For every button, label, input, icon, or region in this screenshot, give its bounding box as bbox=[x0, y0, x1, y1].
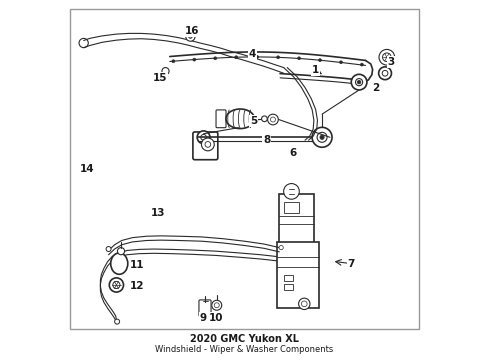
Circle shape bbox=[301, 301, 306, 307]
FancyBboxPatch shape bbox=[284, 202, 299, 213]
Circle shape bbox=[279, 246, 283, 250]
Circle shape bbox=[319, 135, 324, 139]
Circle shape bbox=[201, 138, 214, 151]
Text: Windshield - Wiper & Washer Components: Windshield - Wiper & Washer Components bbox=[155, 345, 333, 354]
Text: 12: 12 bbox=[129, 281, 144, 291]
Circle shape bbox=[298, 298, 309, 310]
Ellipse shape bbox=[110, 253, 127, 274]
Circle shape bbox=[355, 78, 362, 86]
FancyBboxPatch shape bbox=[283, 284, 292, 290]
Circle shape bbox=[211, 300, 221, 310]
FancyBboxPatch shape bbox=[199, 300, 211, 316]
FancyBboxPatch shape bbox=[216, 110, 225, 128]
Text: 2: 2 bbox=[372, 83, 379, 93]
Text: 1: 1 bbox=[311, 66, 319, 75]
Circle shape bbox=[117, 248, 124, 255]
Text: 5: 5 bbox=[249, 116, 257, 126]
Circle shape bbox=[188, 35, 192, 39]
Circle shape bbox=[213, 57, 216, 60]
Circle shape bbox=[267, 114, 278, 125]
Circle shape bbox=[162, 68, 169, 75]
Circle shape bbox=[261, 116, 267, 122]
Ellipse shape bbox=[225, 109, 254, 129]
Circle shape bbox=[114, 319, 120, 324]
Circle shape bbox=[311, 127, 331, 147]
Circle shape bbox=[378, 67, 391, 80]
Text: 2020 GMC Yukon XL: 2020 GMC Yukon XL bbox=[190, 334, 298, 345]
Circle shape bbox=[204, 141, 210, 147]
Circle shape bbox=[339, 61, 342, 64]
Text: 16: 16 bbox=[184, 26, 199, 36]
Circle shape bbox=[192, 58, 195, 61]
Text: 11: 11 bbox=[129, 260, 144, 270]
Text: 14: 14 bbox=[80, 164, 94, 174]
FancyBboxPatch shape bbox=[279, 194, 314, 244]
Circle shape bbox=[255, 55, 258, 58]
Circle shape bbox=[109, 278, 123, 292]
FancyBboxPatch shape bbox=[283, 275, 292, 282]
FancyBboxPatch shape bbox=[276, 242, 319, 308]
Text: 15: 15 bbox=[152, 72, 167, 82]
Circle shape bbox=[316, 132, 326, 142]
Circle shape bbox=[350, 74, 366, 90]
Circle shape bbox=[79, 39, 88, 48]
Text: 6: 6 bbox=[288, 148, 296, 158]
Circle shape bbox=[214, 303, 219, 308]
Circle shape bbox=[378, 49, 394, 65]
Circle shape bbox=[382, 71, 387, 76]
Text: 8: 8 bbox=[263, 135, 270, 145]
Text: 10: 10 bbox=[208, 313, 223, 323]
FancyBboxPatch shape bbox=[192, 132, 217, 160]
Circle shape bbox=[172, 60, 174, 63]
Circle shape bbox=[360, 63, 363, 66]
Circle shape bbox=[106, 247, 111, 252]
Circle shape bbox=[318, 59, 321, 62]
Text: 4: 4 bbox=[248, 49, 256, 59]
Circle shape bbox=[276, 56, 279, 59]
Circle shape bbox=[200, 134, 206, 140]
Circle shape bbox=[197, 131, 209, 144]
Circle shape bbox=[185, 32, 195, 41]
Circle shape bbox=[382, 53, 390, 62]
Circle shape bbox=[357, 80, 360, 84]
Text: 3: 3 bbox=[386, 57, 394, 67]
Circle shape bbox=[297, 57, 300, 60]
Circle shape bbox=[283, 184, 299, 199]
Text: 13: 13 bbox=[151, 208, 165, 218]
Text: 9: 9 bbox=[199, 313, 206, 323]
Text: 7: 7 bbox=[347, 258, 354, 269]
Circle shape bbox=[270, 117, 275, 122]
Circle shape bbox=[234, 56, 237, 59]
Circle shape bbox=[113, 282, 120, 288]
